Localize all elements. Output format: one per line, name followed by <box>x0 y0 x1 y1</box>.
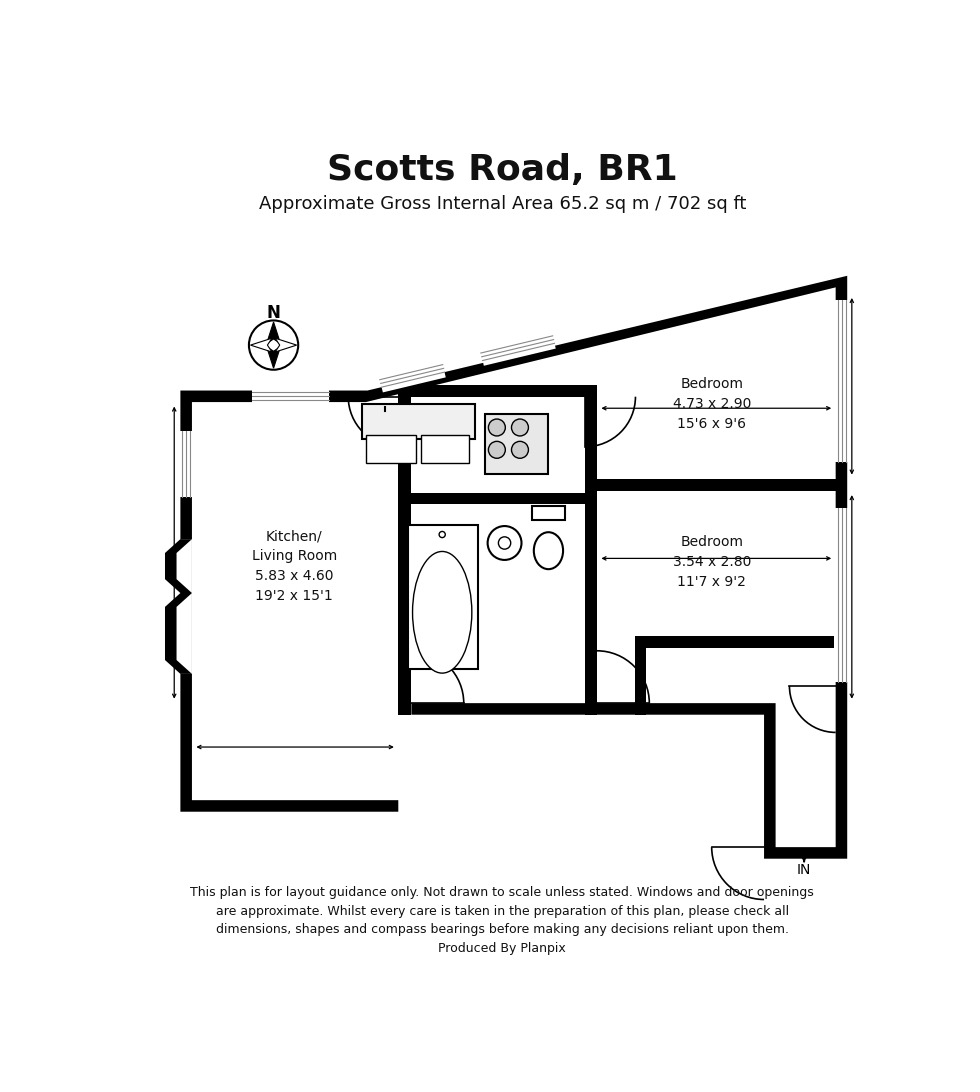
Text: Kitchen/
Living Room
5.83 x 4.60
19'2 x 15'1: Kitchen/ Living Room 5.83 x 4.60 19'2 x … <box>252 529 337 603</box>
Text: Approximate Gross Internal Area 65.2 sq m / 702 sq ft: Approximate Gross Internal Area 65.2 sq … <box>259 195 746 213</box>
Circle shape <box>439 532 445 537</box>
Polygon shape <box>192 287 836 847</box>
Bar <box>585 385 597 505</box>
Circle shape <box>488 526 521 560</box>
Circle shape <box>512 419 528 436</box>
Bar <box>412 492 585 505</box>
Polygon shape <box>479 331 556 366</box>
Bar <box>363 404 474 439</box>
Text: This plan is for layout guidance only. Not drawn to scale unless stated. Windows: This plan is for layout guidance only. N… <box>190 887 814 954</box>
Bar <box>635 637 836 648</box>
Bar <box>252 389 329 404</box>
Polygon shape <box>267 346 280 368</box>
Bar <box>179 431 193 497</box>
Polygon shape <box>165 539 192 674</box>
Bar <box>366 436 416 463</box>
Bar <box>531 506 565 520</box>
Text: Bedroom
3.54 x 2.80
11'7 x 9'2: Bedroom 3.54 x 2.80 11'7 x 9'2 <box>672 535 751 590</box>
Ellipse shape <box>413 551 471 673</box>
Polygon shape <box>275 339 297 352</box>
Text: Scotts Road, BR1: Scotts Road, BR1 <box>327 153 677 187</box>
Text: Bedroom
4.73 x 2.90
15'6 x 9'6: Bedroom 4.73 x 2.90 15'6 x 9'6 <box>672 378 751 431</box>
Circle shape <box>512 441 528 459</box>
Text: IN: IN <box>797 864 811 877</box>
Polygon shape <box>251 339 272 352</box>
Bar <box>408 525 477 668</box>
Circle shape <box>499 537 511 549</box>
Bar <box>585 505 597 714</box>
Bar <box>834 300 849 462</box>
Bar <box>398 385 412 714</box>
Bar <box>412 385 597 396</box>
Text: N: N <box>267 304 280 322</box>
Bar <box>420 436 469 463</box>
Polygon shape <box>378 359 446 392</box>
Bar <box>363 404 474 439</box>
Polygon shape <box>180 276 847 858</box>
Circle shape <box>488 419 506 436</box>
Polygon shape <box>267 322 280 344</box>
Circle shape <box>488 441 506 459</box>
Bar <box>635 637 646 714</box>
Bar <box>408 525 477 668</box>
Bar <box>485 414 548 474</box>
Bar <box>176 539 193 674</box>
Bar <box>597 479 836 490</box>
Bar <box>834 509 849 681</box>
Bar <box>485 414 548 474</box>
Polygon shape <box>176 539 192 674</box>
Ellipse shape <box>534 532 563 569</box>
